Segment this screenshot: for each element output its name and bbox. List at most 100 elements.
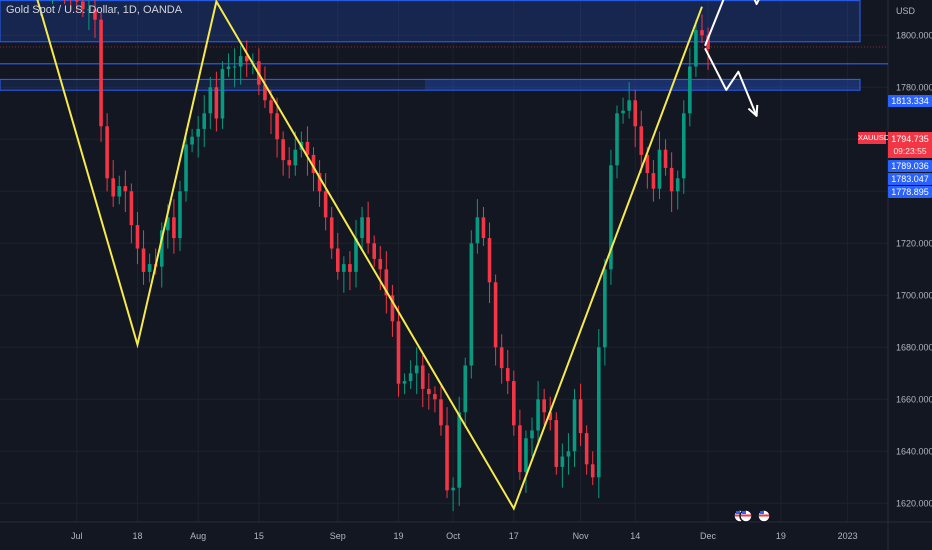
us-flag-icon[interactable] xyxy=(757,509,771,523)
candle xyxy=(657,131,662,200)
candle xyxy=(427,373,431,410)
price-axis[interactable]: 1620.000 1640.000 1660.000 1680.000 1700.000… xyxy=(896,0,932,508)
candle xyxy=(329,206,334,259)
candle-body xyxy=(93,9,97,20)
candle-body xyxy=(518,425,522,473)
candle xyxy=(141,230,146,285)
candle xyxy=(390,284,395,337)
candle-body xyxy=(202,113,207,129)
candle xyxy=(70,0,72,10)
candle xyxy=(487,222,492,304)
candle xyxy=(530,417,534,457)
time-axis[interactable]: Jul 18 Aug 15 Sep 19 Oct 17 Nov 14 Dec 19 2023 xyxy=(71,531,858,541)
candle xyxy=(518,409,522,480)
candles xyxy=(51,0,710,512)
resistance-zone xyxy=(0,0,888,91)
bullish-projection-arrow xyxy=(704,0,760,47)
candle-body xyxy=(117,186,122,197)
candle-body xyxy=(196,128,200,137)
candle xyxy=(147,253,152,283)
candle-body xyxy=(348,264,352,272)
candle xyxy=(281,131,285,176)
level-band xyxy=(0,78,861,91)
candle xyxy=(123,170,128,213)
candle-body xyxy=(669,167,674,192)
candle xyxy=(238,45,243,85)
candle-body xyxy=(293,149,298,166)
candle xyxy=(584,425,589,475)
candle xyxy=(269,89,273,135)
candle xyxy=(633,89,638,148)
candle-body xyxy=(220,69,225,119)
candle-body xyxy=(706,35,710,49)
candle-body xyxy=(548,412,553,421)
candle xyxy=(232,48,237,88)
candle xyxy=(74,0,79,12)
candle xyxy=(554,412,559,475)
candle xyxy=(542,388,546,426)
us-flag-icon[interactable] xyxy=(739,509,753,523)
candle-body xyxy=(232,66,237,68)
x-tick-label: Sep xyxy=(330,531,346,541)
candle xyxy=(208,76,213,129)
candle-body xyxy=(560,456,565,467)
candle-body xyxy=(81,1,85,10)
x-tick-label: 18 xyxy=(132,531,142,541)
candle-body xyxy=(275,113,279,140)
candle xyxy=(700,14,704,44)
currency-label: USD xyxy=(896,6,916,16)
candle-body xyxy=(99,19,103,127)
candle xyxy=(360,206,364,252)
candle xyxy=(111,160,115,207)
candle-body xyxy=(651,173,656,189)
y-tick-label: 1620.000 xyxy=(896,498,932,508)
candle-body xyxy=(681,113,686,179)
zone-top-price-tag: 1813.334 xyxy=(888,95,932,107)
candle xyxy=(196,115,200,158)
x-tick-label: Jul xyxy=(71,531,83,541)
level-a-price-tag: 1789.036 xyxy=(888,160,932,172)
candle xyxy=(317,160,322,207)
x-tick-label: Nov xyxy=(573,531,590,541)
candle xyxy=(117,175,122,205)
candle xyxy=(275,97,279,158)
candle-body xyxy=(208,87,213,114)
candle-body xyxy=(105,126,109,179)
candle-body xyxy=(566,451,571,457)
candle xyxy=(87,0,91,31)
candle xyxy=(475,199,480,254)
event-icons[interactable] xyxy=(733,509,771,523)
candle-body xyxy=(578,399,583,434)
candle xyxy=(214,71,219,132)
candle-body xyxy=(384,269,389,296)
candle-body xyxy=(427,388,431,395)
candle-body xyxy=(244,56,249,62)
candle xyxy=(129,183,134,244)
candle xyxy=(420,355,425,408)
candle-body xyxy=(572,399,577,452)
candle-body xyxy=(408,373,413,382)
candle-body xyxy=(469,243,474,366)
candle-body xyxy=(214,87,219,119)
last-price: 1794.735 xyxy=(891,134,929,144)
candle xyxy=(463,357,468,428)
candle-body xyxy=(688,66,692,114)
candle-body xyxy=(700,30,704,36)
candle xyxy=(639,110,644,174)
candle-body xyxy=(445,425,449,491)
candle xyxy=(178,180,182,252)
zigzag-line xyxy=(36,0,703,511)
candle xyxy=(439,386,443,436)
candle xyxy=(159,222,164,288)
candle-body xyxy=(147,264,152,272)
candle xyxy=(202,95,207,148)
candle xyxy=(572,388,577,467)
x-tick-label: 19 xyxy=(776,531,786,541)
candle-body xyxy=(390,295,395,322)
x-tick-label: Oct xyxy=(446,531,461,541)
candle xyxy=(93,0,97,38)
candle xyxy=(688,48,692,127)
candle-body xyxy=(74,0,79,2)
